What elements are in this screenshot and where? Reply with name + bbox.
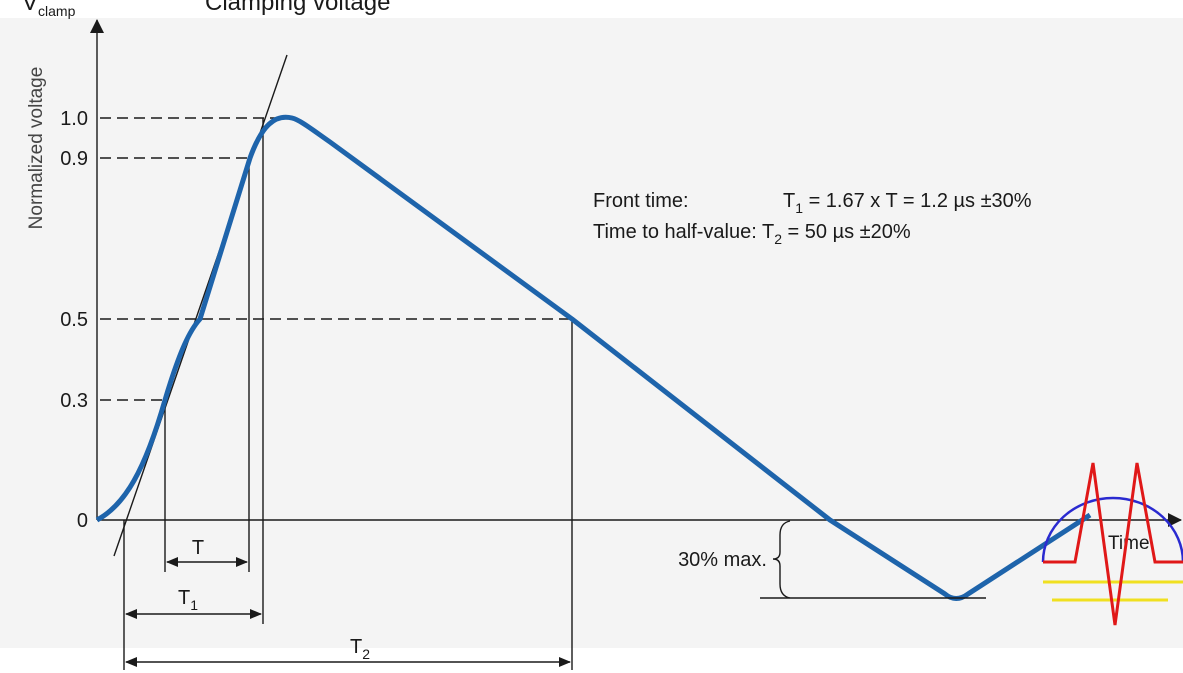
y-tick-label: 0.9 [60,148,88,170]
t2-label: T2 [350,636,370,662]
y-tick-label: 0.5 [60,309,88,331]
y-tick-label: 0 [77,510,88,532]
half-value-line: Time to half-value: T2 = 50 µs ±20% [593,221,911,247]
title: Clamping voltage [205,0,390,16]
y-tick-label: 1.0 [60,108,88,130]
waveform [95,114,1092,601]
front-time-label: Front time: [593,190,689,212]
brace [772,520,791,599]
t1-label: T1 [178,587,198,613]
y-tick-label: 0.3 [60,390,88,412]
undershoot-label: 30% max. [678,549,767,571]
logo [1041,462,1183,626]
y-axis-label: Normalized voltage [26,67,47,230]
x-axis-label: Time [1108,533,1150,554]
front-time-formula: T1 = 1.67 x T = 1.2 µs ±30% [783,190,1032,216]
t-label: T [192,537,204,559]
symbol: Vclamp [22,0,76,19]
